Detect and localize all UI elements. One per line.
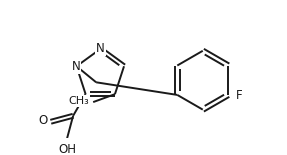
Text: CH₃: CH₃ [68, 96, 89, 106]
Text: OH: OH [58, 143, 76, 155]
Text: N: N [72, 60, 80, 73]
Text: O: O [38, 114, 47, 127]
Text: N: N [96, 42, 105, 55]
Text: F: F [236, 89, 243, 102]
